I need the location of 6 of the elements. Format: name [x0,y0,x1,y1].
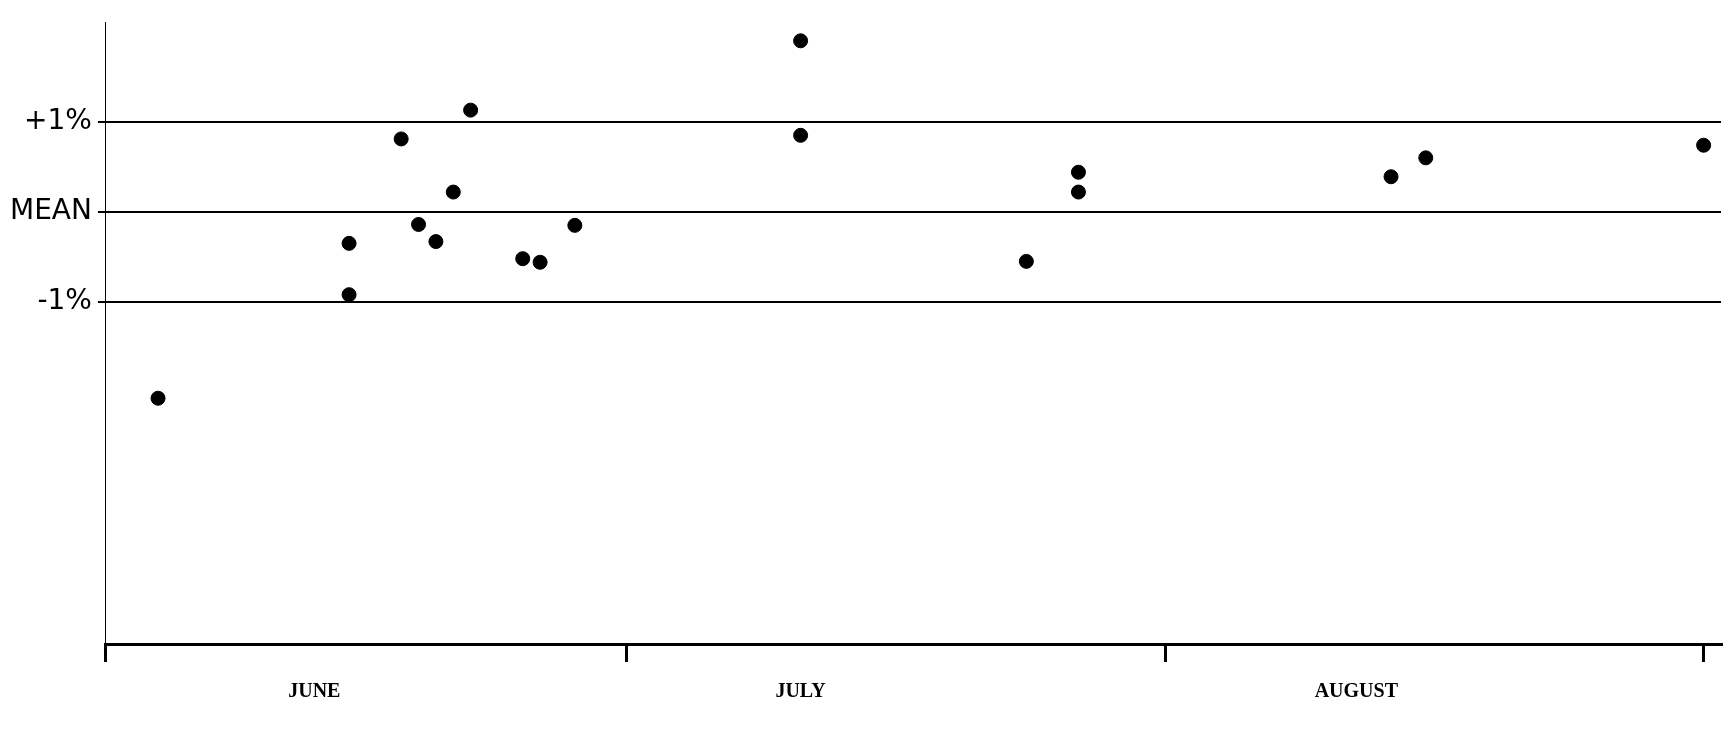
x-tick-label: JULY [775,679,827,702]
y-tick-label: MEAN [10,193,92,227]
y-tick-label: -1% [37,283,92,317]
x-tick-label: AUGUST [1314,679,1399,702]
y-tick-label: +1% [24,103,92,137]
x-tick-label: JUNE [288,679,341,702]
